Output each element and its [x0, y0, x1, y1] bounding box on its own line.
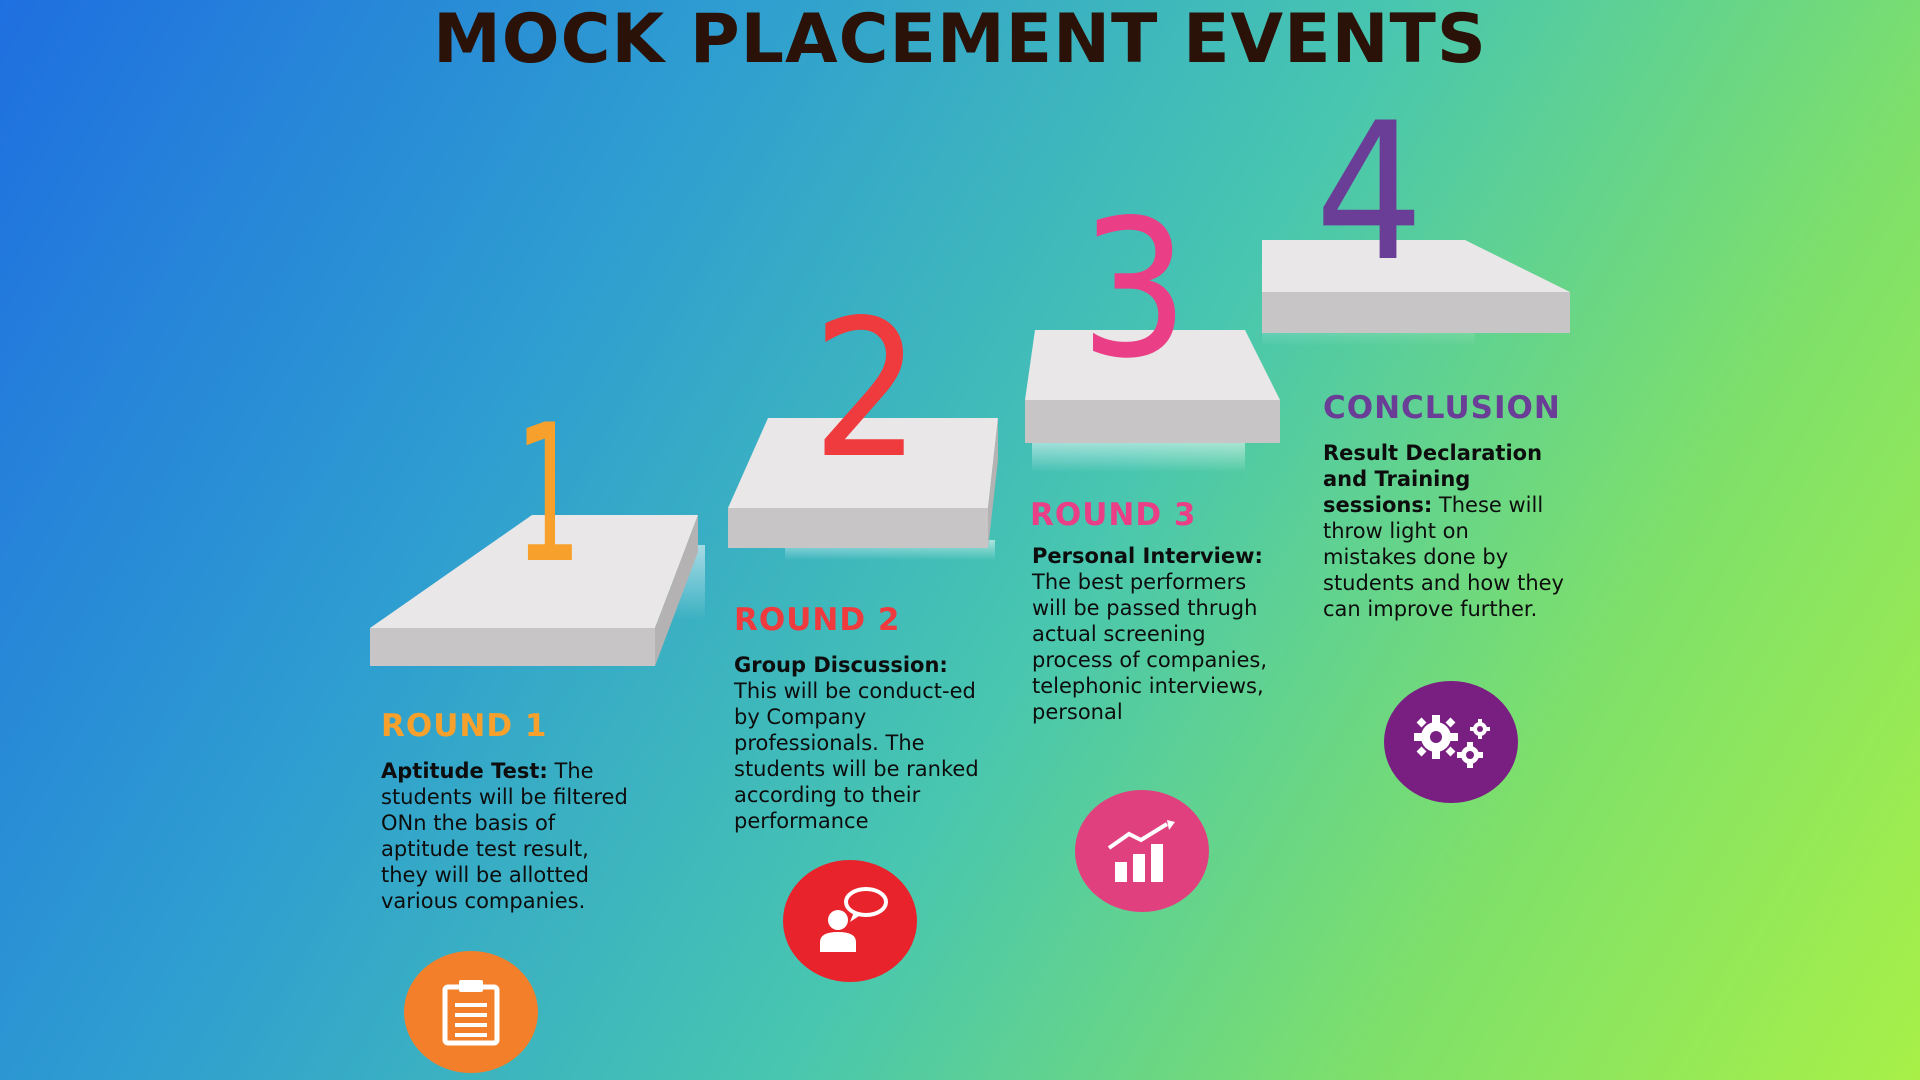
step-number-1: 1 — [515, 384, 582, 605]
conclusion-text: These will throw light on mistakes done … — [1323, 493, 1564, 621]
round-3-text: The best performers will be passed thrug… — [1032, 570, 1268, 724]
growth-chart-icon — [1107, 820, 1175, 882]
step-platform-2 — [728, 418, 998, 560]
discussion-icon-badge — [783, 860, 917, 982]
round-1-description: Aptitude Test: The students will be filt… — [381, 758, 631, 914]
step-platform-3 — [1025, 330, 1280, 472]
step-number-3: 3 — [1080, 179, 1189, 400]
round-3-label: Personal Interview: — [1032, 544, 1263, 568]
clipboard-icon-badge — [404, 951, 538, 1073]
conclusion-heading: CONCLUSION — [1323, 390, 1561, 426]
round-2-text: This will be conduct-ed by Company profe… — [734, 679, 979, 833]
round-1-label: Aptitude Test: — [381, 759, 548, 783]
gears-icon — [1414, 715, 1490, 768]
round-2-description: Group Discussion: This will be conduct-e… — [734, 652, 979, 834]
step-number-2: 2 — [812, 279, 921, 500]
discussion-person-icon — [820, 887, 888, 952]
growth-chart-icon-badge — [1075, 790, 1209, 912]
round-3-heading: ROUND 3 — [1030, 497, 1197, 533]
step-platform-4 — [1262, 240, 1570, 346]
round-2-label: Group Discussion: — [734, 653, 948, 677]
round-3-description: Personal Interview: The best performers … — [1032, 543, 1282, 725]
page-title: MOCK PLACEMENT EVENTS — [433, 0, 1487, 79]
gears-icon-badge — [1384, 681, 1518, 803]
round-1-text: The students will be filtered ONn the ba… — [381, 759, 628, 913]
clipboard-icon — [442, 980, 500, 1046]
step-platform-1 — [370, 515, 705, 666]
round-1-heading: ROUND 1 — [381, 708, 548, 744]
round-2-heading: ROUND 2 — [734, 602, 901, 638]
step-number-4: 4 — [1315, 82, 1424, 303]
conclusion-label: Result Declaration and Training sessions… — [1323, 441, 1543, 517]
conclusion-description: Result Declaration and Training sessions… — [1323, 440, 1568, 622]
